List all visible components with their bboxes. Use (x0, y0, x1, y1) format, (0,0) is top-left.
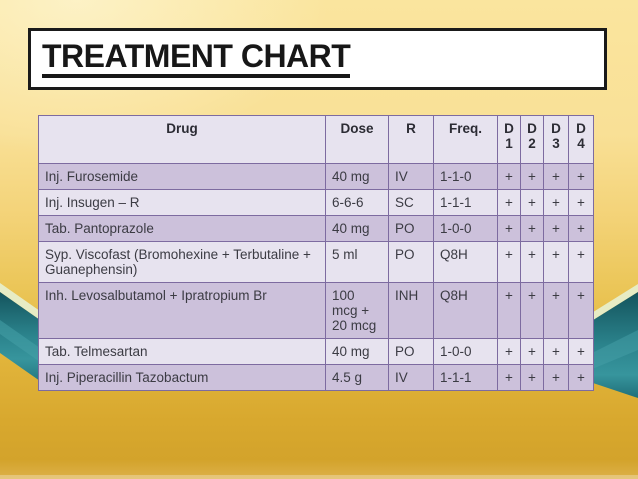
day3-cell: + (543, 338, 569, 365)
day4-cell: + (568, 215, 594, 242)
day4-cell: + (568, 338, 594, 365)
freq-cell: 1-1-1 (433, 189, 498, 216)
day1-cell: + (497, 282, 521, 339)
day4-cell: + (568, 282, 594, 339)
dose-cell: 40 mg (325, 163, 389, 190)
dose-cell: 40 mg (325, 215, 389, 242)
day4-cell: + (568, 163, 594, 190)
drug-cell: Tab. Telmesartan (38, 338, 326, 365)
day3-column-header: D 3 (543, 115, 569, 164)
day4-cell: + (568, 189, 594, 216)
drug-cell: Inh. Levosalbutamol + Ipratropium Br (38, 282, 326, 339)
day3-cell: + (543, 364, 569, 391)
day1-cell: + (497, 338, 521, 365)
dose-column-header: Dose (325, 115, 389, 164)
dose-cell: 6-6-6 (325, 189, 389, 216)
day2-cell: + (520, 338, 544, 365)
day3-cell: + (543, 189, 569, 216)
table-row: Tab. Pantoprazole 40 mg PO 1-0-0 + + + + (38, 215, 594, 242)
day1-cell: + (497, 241, 521, 283)
slide-title-box: TREATMENT CHART (28, 28, 607, 90)
day2-cell: + (520, 364, 544, 391)
day2-cell: + (520, 215, 544, 242)
day1-cell: + (497, 364, 521, 391)
day4-cell: + (568, 241, 594, 283)
drug-cell: Inj. Piperacillin Tazobactum (38, 364, 326, 391)
route-cell: PO (388, 241, 434, 283)
route-cell: SC (388, 189, 434, 216)
table-row: Tab. Telmesartan 40 mg PO 1-0-0 + + + + (38, 338, 594, 365)
drug-cell: Tab. Pantoprazole (38, 215, 326, 242)
day3-cell: + (543, 282, 569, 339)
freq-cell: 1-0-0 (433, 215, 498, 242)
day2-cell: + (520, 189, 544, 216)
day2-cell: + (520, 282, 544, 339)
day3-cell: + (543, 241, 569, 283)
route-column-header: R (388, 115, 434, 164)
freq-cell: Q8H (433, 282, 498, 339)
dose-cell: 40 mg (325, 338, 389, 365)
route-cell: PO (388, 215, 434, 242)
dose-cell: 100 mcg + 20 mcg (325, 282, 389, 339)
drug-cell: Syp. Viscofast (Bromohexine + Terbutalin… (38, 241, 326, 283)
day2-column-header: D 2 (520, 115, 544, 164)
route-cell: IV (388, 163, 434, 190)
table-row: Inj. Piperacillin Tazobactum 4.5 g IV 1-1-1… (38, 364, 594, 391)
freq-cell: 1-1-1 (433, 364, 498, 391)
table-row: Syp. Viscofast (Bromohexine + Terbutalin… (38, 241, 594, 283)
drug-column-header: Drug (38, 115, 326, 164)
treatment-table-body: Inj. Furosemide 40 mg IV 1-1-0 + + + + Inj. Insu… (38, 163, 594, 391)
slide-title: TREATMENT CHART (42, 40, 351, 78)
route-cell: PO (388, 338, 434, 365)
day1-cell: + (497, 189, 521, 216)
dose-cell: 5 ml (325, 241, 389, 283)
drug-cell: Inj. Furosemide (38, 163, 326, 190)
day2-cell: + (520, 163, 544, 190)
freq-column-header: Freq. (433, 115, 498, 164)
right-ribbon (590, 284, 638, 398)
day3-cell: + (543, 215, 569, 242)
day1-cell: + (497, 215, 521, 242)
freq-cell: 1-1-0 (433, 163, 498, 190)
day4-cell: + (568, 364, 594, 391)
day4-column-header: D 4 (568, 115, 594, 164)
freq-cell: 1-0-0 (433, 338, 498, 365)
drug-cell: Inj. Insugen – R (38, 189, 326, 216)
day1-cell: + (497, 163, 521, 190)
dose-cell: 4.5 g (325, 364, 389, 391)
day3-cell: + (543, 163, 569, 190)
day2-cell: + (520, 241, 544, 283)
route-cell: INH (388, 282, 434, 339)
table-row: Inj. Furosemide 40 mg IV 1-1-0 + + + + (38, 163, 594, 190)
table-row: Inj. Insugen – R 6-6-6 SC 1-1-1 + + + + (38, 189, 594, 216)
table-row: Inh. Levosalbutamol + Ipratropium Br 100 … (38, 282, 594, 339)
freq-cell: Q8H (433, 241, 498, 283)
day1-column-header: D 1 (497, 115, 521, 164)
route-cell: IV (388, 364, 434, 391)
bottom-highlight-strip (0, 475, 638, 479)
